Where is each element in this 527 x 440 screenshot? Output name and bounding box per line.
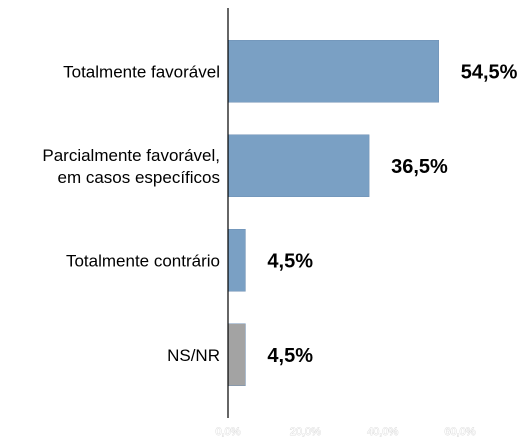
category-label-3: Totalmente contrário xyxy=(66,251,220,270)
value-label-4: 4,5% xyxy=(267,345,313,367)
bar-2 xyxy=(227,134,370,197)
category-label-2: Parcialmente favorável, em casos específi… xyxy=(42,146,220,187)
bars-layer xyxy=(227,40,439,386)
category-label-line: Parcialmente favorável, xyxy=(42,146,220,165)
bar-1 xyxy=(227,40,439,103)
bar-3 xyxy=(227,229,246,292)
category-label-line: em casos específicos xyxy=(57,168,220,187)
value-label-2: 36,5% xyxy=(391,156,448,178)
bar-4 xyxy=(227,323,246,386)
x-tick-label: 0,0% xyxy=(215,426,240,438)
x-tick-label: 20,0% xyxy=(290,426,321,438)
category-label-1: Totalmente favorável xyxy=(63,62,220,81)
category-label-4: NS/NR xyxy=(167,346,220,365)
value-label-3: 4,5% xyxy=(267,250,313,272)
category-label-line: NS/NR xyxy=(167,346,220,365)
x-tick-label: 60,0% xyxy=(444,426,475,438)
category-label-line: Totalmente contrário xyxy=(66,251,220,270)
value-label-1: 54,5% xyxy=(461,61,518,83)
x-tick-label: 40,0% xyxy=(367,426,398,438)
x-tick-labels: 0,0% 20,0% 40,0% 60,0% xyxy=(215,426,476,439)
labels-layer: Totalmente favorável 54,5% Parcialmente fa… xyxy=(42,60,519,369)
category-label-line: Totalmente favorável xyxy=(63,62,220,81)
